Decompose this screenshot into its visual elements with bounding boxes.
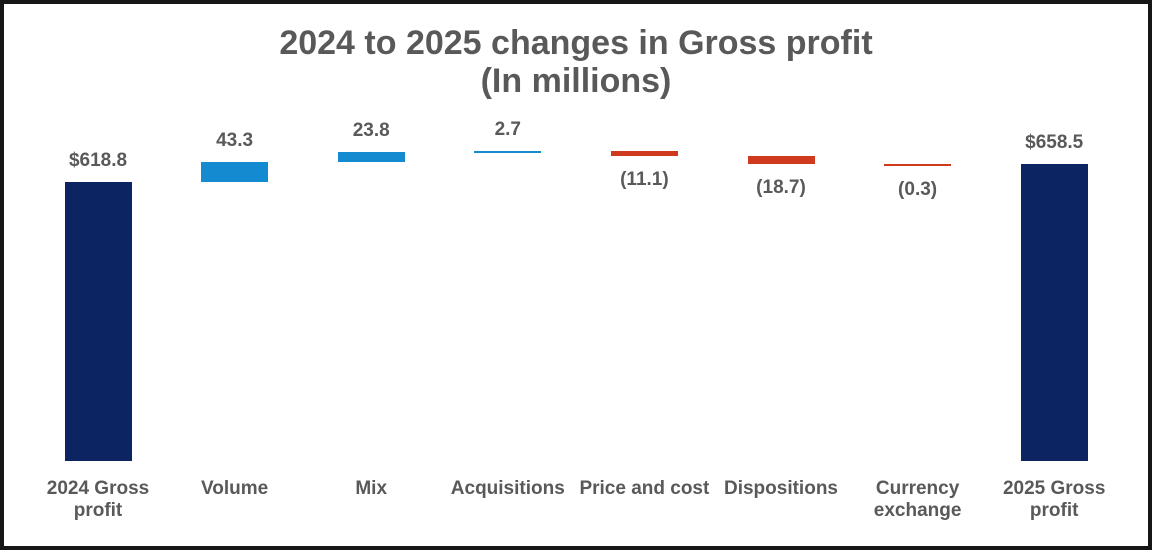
bar-mix <box>337 151 405 163</box>
value-label-mix: 23.8 <box>352 119 390 141</box>
bar-volume <box>201 162 269 182</box>
value-label-volume: 43.3 <box>216 130 254 152</box>
bar-currency-exchange <box>884 163 952 166</box>
category-label-dispositions: Dispositions <box>723 478 838 499</box>
category-label-mix: Mix <box>355 478 388 499</box>
value-label-currency-exchange: (0.3) <box>898 178 938 200</box>
bar-acquisitions <box>474 150 542 153</box>
category-label-acquisitions: Acquisitions <box>450 478 565 499</box>
chart-title: 2024 to 2025 changes in Gross profit (In… <box>4 24 1148 100</box>
bar-dispositions <box>747 155 815 164</box>
value-label-2024-gross-profit: $618.8 <box>68 150 128 171</box>
value-label-2025-gross-profit: $658.5 <box>1025 132 1084 154</box>
bar-price-and-cost <box>610 150 678 156</box>
bar-2025-gross-profit <box>1020 164 1088 461</box>
chart-title-line2: (In millions) <box>480 62 672 100</box>
waterfall-plot-area: $618.8 2024 Gross profit 43.3 Volume 23.8 Mix… <box>4 4 1148 546</box>
value-label-acquisitions: 2.7 <box>494 118 521 140</box>
category-label-currency-exchange: Currency exchange <box>873 478 962 521</box>
value-label-price-and-cost: (11.1) <box>620 168 669 190</box>
category-label-2025-gross-profit: 2025 Gross profit <box>1002 478 1106 521</box>
category-label-2024-gross-profit: 2024 Gross profit <box>46 478 150 521</box>
category-label-price-and-cost: Price and cost <box>579 478 710 499</box>
category-label-volume: Volume <box>200 478 269 499</box>
bar-2024-gross-profit <box>64 182 132 461</box>
chart-title-line1: 2024 to 2025 changes in Gross profit <box>279 24 873 62</box>
value-label-dispositions: (18.7) <box>756 176 806 198</box>
